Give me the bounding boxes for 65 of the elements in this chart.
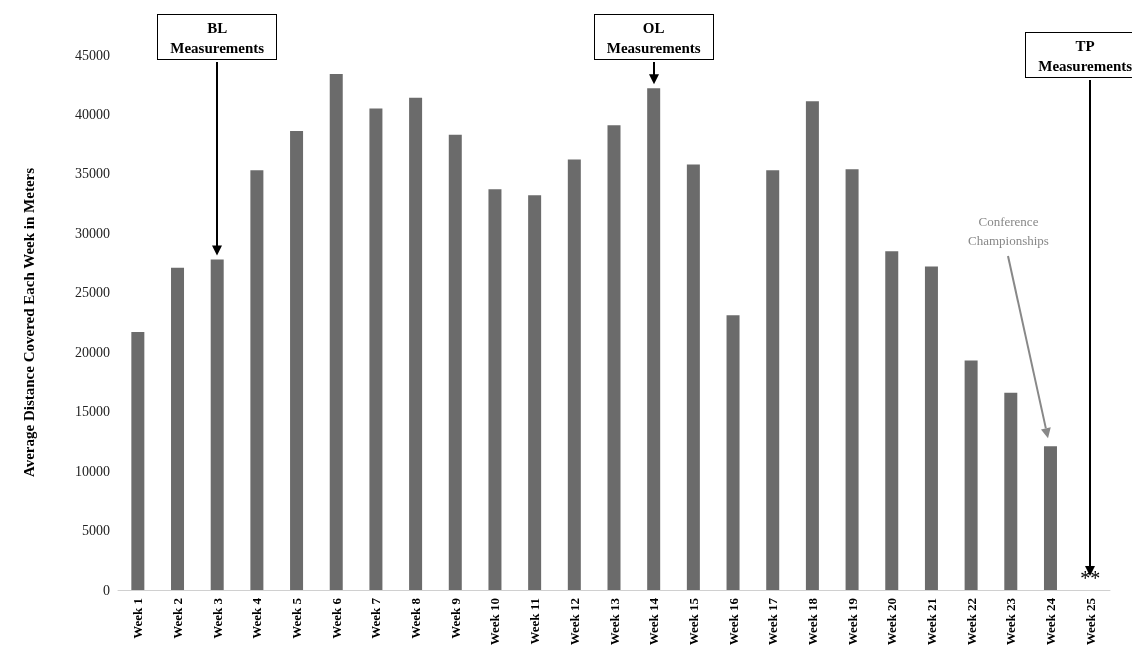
y-tick-label: 45000 (75, 47, 110, 63)
bar (131, 332, 145, 590)
x-tick-label: Week 14 (646, 597, 662, 646)
x-tick-label: Week 13 (606, 597, 622, 646)
annotation: Conference Championships (967, 213, 1050, 250)
y-tick-label: 20000 (75, 344, 110, 360)
bar (686, 164, 700, 590)
annotation: BL Measurements (169, 19, 266, 58)
x-tick-label: Week 12 (566, 598, 582, 646)
annotation: OL Measurements (605, 19, 702, 58)
x-tick-label: Week 7 (368, 597, 384, 639)
bar (1043, 446, 1057, 590)
x-tick-label: Week 3 (209, 597, 225, 639)
bar (329, 74, 343, 590)
x-tick-label: Week 6 (328, 597, 344, 639)
bar (845, 169, 859, 590)
bar (409, 97, 423, 590)
x-tick-label: Week 23 (1003, 597, 1019, 646)
bar (448, 134, 462, 590)
y-tick-label: 0 (103, 582, 110, 598)
y-tick-label: 30000 (75, 225, 110, 241)
bar (924, 266, 938, 590)
bar (726, 315, 740, 590)
annotation: TP Measurements (1037, 37, 1132, 76)
y-tick-label: 40000 (75, 106, 110, 122)
x-tick-label: Week 1 (130, 598, 146, 639)
x-tick-label: Week 10 (487, 598, 503, 646)
y-tick-label: 5000 (82, 523, 110, 539)
bar (567, 159, 581, 590)
y-tick-label: 15000 (75, 404, 110, 420)
y-axis-title: Average Distance Covered Each Week in Meters (20, 167, 37, 478)
bar (607, 125, 621, 590)
bar (647, 88, 661, 590)
bar (210, 259, 224, 590)
x-tick-label: Week 8 (408, 597, 424, 639)
x-tick-label: Week 22 (963, 598, 979, 646)
x-tick-label: Week 20 (884, 598, 900, 646)
annotation: ** (1079, 567, 1102, 589)
bar (171, 267, 185, 590)
x-tick-label: Week 9 (447, 597, 463, 639)
bar (805, 101, 819, 590)
y-tick-label: 10000 (75, 463, 110, 479)
x-tick-label: Week 25 (1082, 597, 1098, 646)
bar (488, 189, 502, 590)
bar (369, 108, 383, 590)
x-tick-label: Week 15 (685, 597, 701, 646)
x-tick-label: Week 4 (249, 597, 265, 639)
x-tick-label: Week 11 (527, 598, 543, 645)
bar (885, 251, 899, 590)
x-tick-label: Week 18 (804, 597, 820, 646)
x-tick-label: Week 17 (765, 597, 781, 646)
x-tick-label: Week 19 (844, 597, 860, 646)
x-tick-label: Week 16 (725, 597, 741, 646)
bar (290, 131, 304, 590)
bar (250, 170, 264, 590)
bar (964, 360, 978, 590)
y-tick-label: 25000 (75, 285, 110, 301)
bar (766, 170, 780, 590)
x-tick-label: Week 21 (923, 598, 939, 646)
y-tick-label: 35000 (75, 166, 110, 182)
x-tick-label: Week 2 (170, 598, 186, 639)
x-tick-label: Week 24 (1042, 597, 1058, 646)
bar (528, 195, 542, 590)
x-tick-label: Week 5 (289, 597, 305, 639)
bar (1004, 392, 1018, 590)
